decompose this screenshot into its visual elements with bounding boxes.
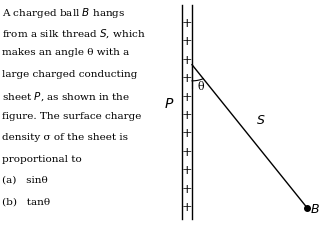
Text: +: + [182, 164, 193, 177]
Text: +: + [182, 17, 193, 30]
Text: from a silk thread $S$, which: from a silk thread $S$, which [2, 27, 145, 40]
Text: θ: θ [197, 82, 204, 92]
Text: (a)   sinθ: (a) sinθ [2, 176, 47, 185]
Text: proportional to: proportional to [2, 155, 81, 164]
Text: $S$: $S$ [256, 114, 266, 127]
Text: +: + [182, 146, 193, 159]
Text: $B$: $B$ [310, 203, 320, 216]
Text: $P$: $P$ [164, 97, 175, 111]
Text: A charged ball $B$ hangs: A charged ball $B$ hangs [2, 6, 125, 20]
Text: figure. The surface charge: figure. The surface charge [2, 112, 141, 121]
Text: +: + [182, 201, 193, 214]
Text: (b)   tanθ: (b) tanθ [2, 197, 50, 206]
Text: +: + [182, 91, 193, 103]
Text: large charged conducting: large charged conducting [2, 70, 137, 79]
Text: +: + [182, 35, 193, 48]
Text: density σ of the sheet is: density σ of the sheet is [2, 133, 128, 142]
Text: +: + [182, 183, 193, 196]
Text: sheet $P$, as shown in the: sheet $P$, as shown in the [2, 91, 130, 103]
Text: +: + [182, 109, 193, 122]
Text: +: + [182, 54, 193, 67]
Text: makes an angle θ with a: makes an angle θ with a [2, 48, 129, 57]
Text: +: + [182, 128, 193, 140]
Text: +: + [182, 72, 193, 85]
